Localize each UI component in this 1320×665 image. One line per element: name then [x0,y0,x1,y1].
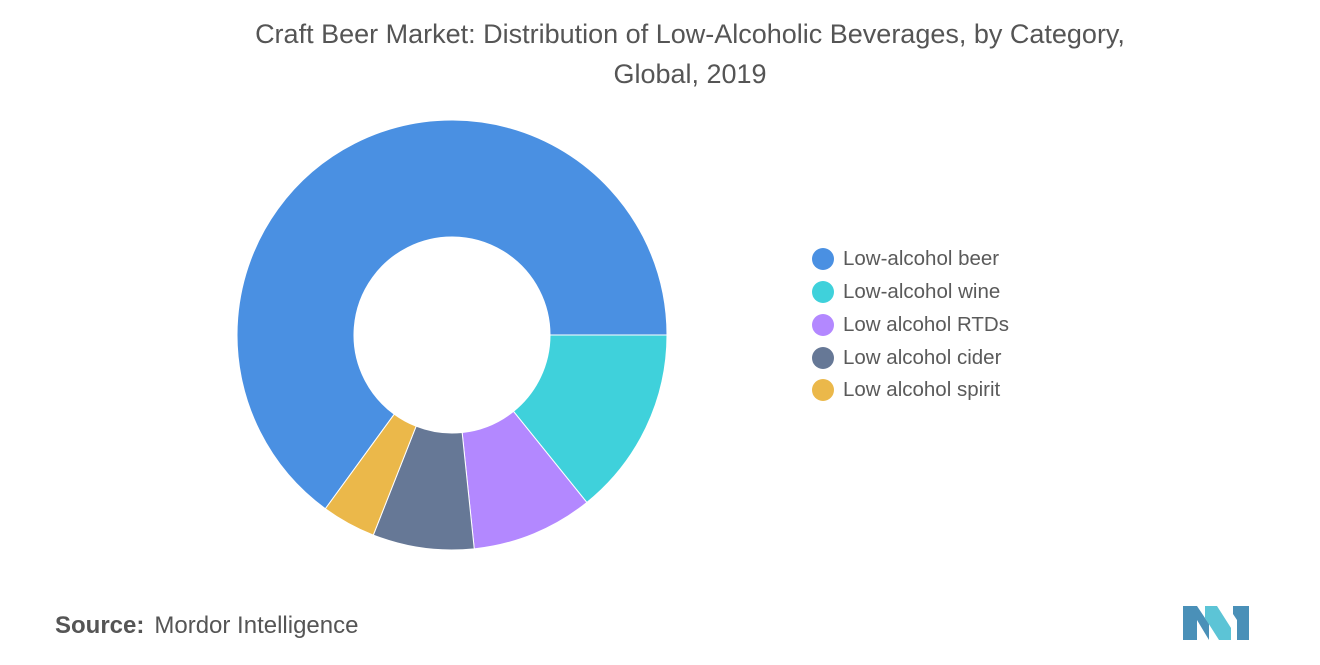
legend-item: Low-alcohol wine [812,276,1009,309]
logo-mid-stroke [1205,606,1231,640]
legend-label: Low alcohol cider [843,345,1002,369]
donut-slice-low-alcohol-wine [512,334,668,504]
chart-legend: Low-alcohol beer Low-alcohol wine Low alco… [812,243,1009,407]
legend-item: Low-alcohol beer [812,243,1009,276]
legend-item: Low alcohol cider [812,341,1009,374]
legend-label: Low-alcohol wine [843,280,1001,304]
legend-label: Low alcohol RTDs [843,312,1009,336]
logo-left-stroke [1183,606,1209,640]
legend-swatch [812,248,834,271]
mordor-intelligence-logo-icon [1183,606,1249,640]
legend-label: Low alcohol spirit [843,378,1001,402]
legend-swatch [812,346,834,369]
chart-title: Craft Beer Market: Distribution of Low-A… [120,14,1260,94]
source-label: Source: [55,612,145,639]
legend-label: Low-alcohol beer [843,247,1000,271]
logo-right-stroke [1233,606,1249,640]
source-note: Source: Mordor Intelligence [55,612,358,640]
donut-slice-low-alcohol-beer [236,119,668,510]
legend-item: Low alcohol spirit [812,374,1009,407]
legend-swatch [812,313,834,336]
legend-swatch [812,281,834,304]
source-text: Mordor Intelligence [154,612,359,639]
legend-item: Low alcohol RTDs [812,309,1009,342]
chart-title-line-1: Craft Beer Market: Distribution of Low-A… [255,19,1125,49]
donut-slice-low-alcohol-spirit [324,413,417,536]
donut-chart [236,119,668,551]
chart-title-line-2: Global, 2019 [613,59,767,89]
legend-swatch [812,379,834,402]
